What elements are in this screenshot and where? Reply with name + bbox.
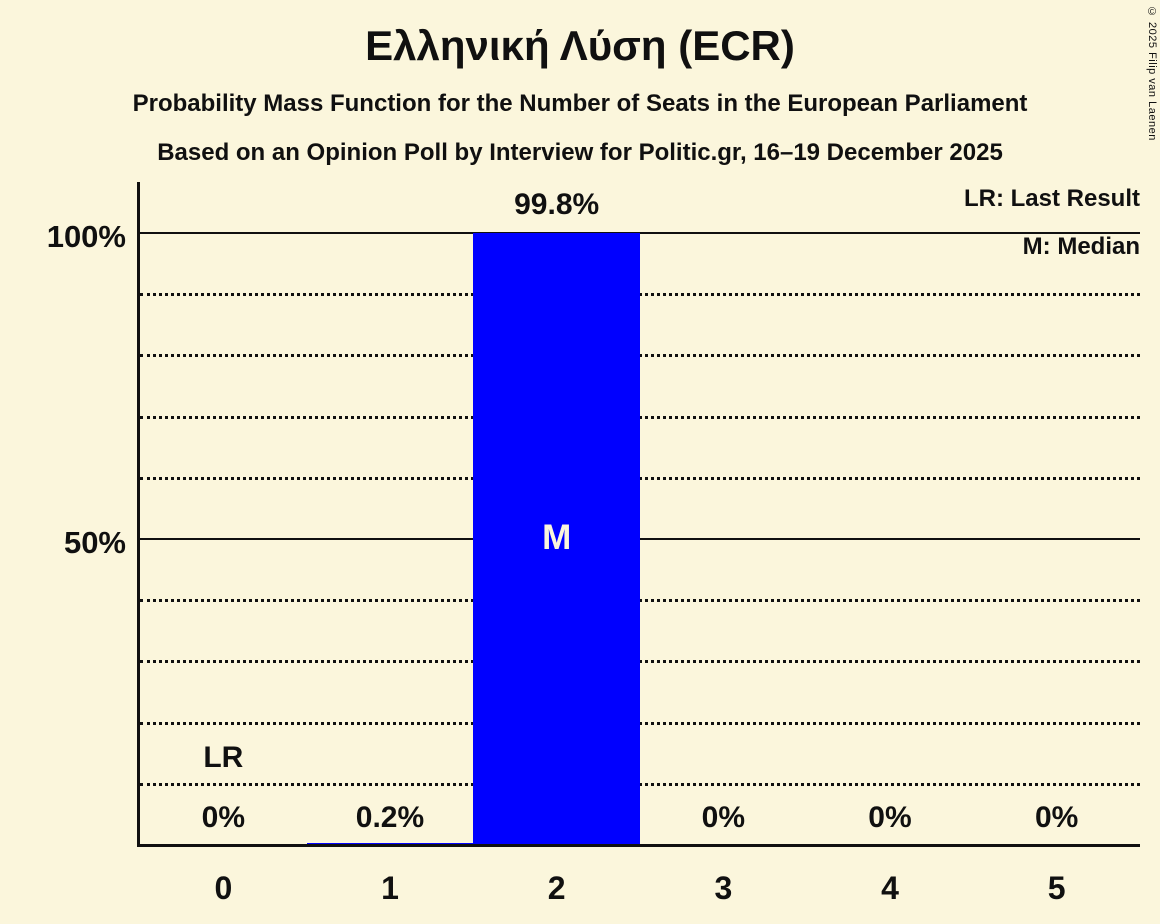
plot-area: 0% 0.2% 99.8% 0% 0% 0% LR M — [137, 182, 1140, 847]
gridline-60-dotted — [140, 476, 1140, 480]
x-axis-tick-4: 4 — [881, 870, 899, 906]
chart-subtitle-line2: Based on an Opinion Poll by Interview fo… — [157, 139, 1003, 166]
x-axis-tick-2: 2 — [547, 870, 566, 906]
y-axis-tick-100: 100% — [46, 219, 126, 254]
gridline-20-dotted — [140, 721, 1140, 725]
gridline-90-dotted — [140, 293, 1140, 297]
bar-value-label-seat-2: 99.8% — [514, 188, 600, 222]
gridline-30-dotted — [140, 660, 1140, 664]
bar-seat-2 — [473, 233, 640, 844]
copyright-notice: © 2025 Filip van Laenen — [1146, 6, 1158, 141]
value-label-seat-0: 0% — [201, 801, 245, 834]
gridline-70-dotted — [140, 415, 1140, 419]
legend-median: M: Median — [1022, 233, 1140, 260]
x-axis-tick-5: 5 — [1047, 870, 1066, 906]
value-label-seat-4: 0% — [868, 801, 912, 834]
median-marker: M — [542, 518, 572, 557]
bar-seat-1 — [306, 842, 474, 844]
gridline-80-dotted — [140, 354, 1140, 358]
x-axis-tick-0: 0 — [214, 870, 233, 906]
gridline-40-dotted — [140, 599, 1140, 603]
value-label-seat-3: 0% — [701, 801, 745, 834]
chart-title: Ελληνική Λύση (ECR) — [365, 22, 795, 69]
last-result-marker: LR — [203, 741, 244, 774]
gridline-10-dotted — [140, 782, 1140, 786]
y-axis-tick-50: 50% — [63, 525, 126, 560]
gridline-100-solid — [140, 232, 1140, 234]
value-label-seat-5: 0% — [1034, 801, 1079, 834]
chart-subtitle-line1: Probability Mass Function for the Number… — [132, 90, 1028, 117]
x-axis-labels: 0 1 2 3 4 5 — [140, 864, 1140, 912]
gridline-50-solid — [140, 538, 1140, 540]
legend-last-result: LR: Last Result — [963, 185, 1140, 212]
x-axis-tick-3: 3 — [714, 870, 733, 906]
value-label-seat-1: 0.2% — [355, 801, 425, 834]
x-axis-tick-1: 1 — [381, 870, 399, 906]
